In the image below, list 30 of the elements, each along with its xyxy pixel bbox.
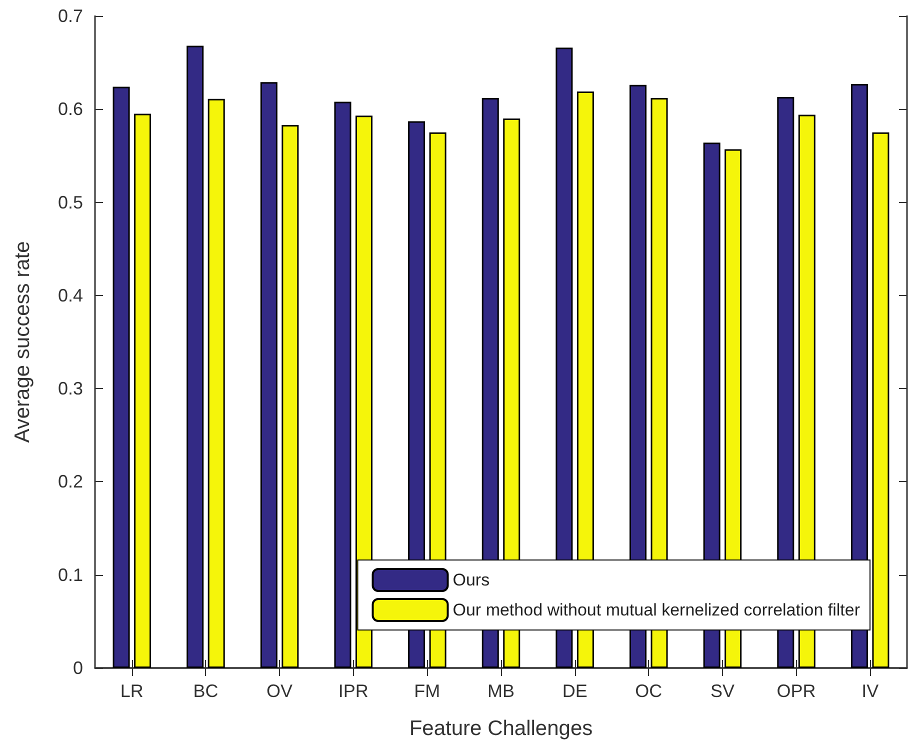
bar	[208, 98, 225, 668]
y-tick-label: 0.4	[58, 285, 83, 306]
y-tick-label: 0.6	[58, 99, 83, 120]
x-tick-label: OPR	[776, 681, 816, 701]
x-tick-label: DE	[562, 681, 588, 701]
x-tick-label: SV	[710, 681, 734, 701]
bar	[334, 102, 352, 668]
bar	[260, 82, 278, 668]
bar	[282, 124, 299, 668]
bar	[186, 46, 204, 668]
y-tick-label: 0.3	[58, 378, 83, 399]
x-tick-label: OV	[266, 681, 293, 701]
bar	[134, 114, 152, 668]
x-tick-label: IPR	[338, 681, 368, 701]
x-tick-label: BC	[193, 681, 218, 701]
x-axis-title: Feature Challenges	[409, 717, 593, 740]
y-tick-label: 0.1	[58, 564, 83, 585]
legend-label: Ours	[452, 570, 490, 590]
x-tick-label: IV	[862, 681, 879, 701]
y-axis-title: Average success rate	[11, 241, 34, 443]
y-tick-label: 0	[72, 658, 83, 678]
x-tick-label: MB	[488, 681, 514, 701]
x-tick-label: FM	[414, 681, 440, 701]
x-tick-label: OC	[635, 681, 662, 701]
y-tick-label: 0.2	[58, 472, 83, 492]
bar	[112, 86, 130, 668]
legend-label: Our method without mutual kernelized correlation filter	[452, 600, 860, 620]
y-tick-label: 0.5	[58, 192, 83, 212]
x-tick-label: LR	[120, 681, 144, 701]
y-tick-label: 0.7	[58, 6, 83, 26]
